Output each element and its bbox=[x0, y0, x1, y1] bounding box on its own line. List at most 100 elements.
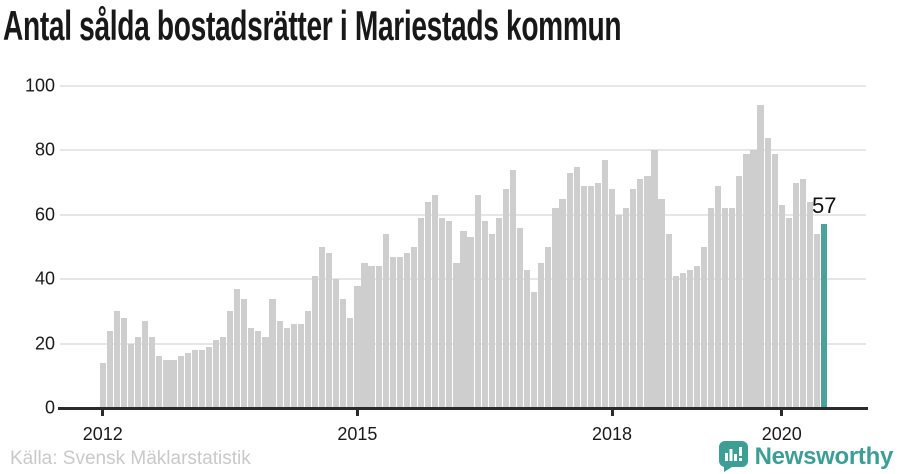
bar bbox=[205, 346, 212, 408]
bar bbox=[177, 356, 184, 408]
source-caption: Källa: Svensk Mäklarstatistik bbox=[10, 448, 251, 469]
bar bbox=[212, 340, 220, 408]
bar bbox=[113, 311, 121, 408]
bar bbox=[509, 169, 517, 408]
bar bbox=[580, 185, 587, 408]
x-axis-label-2020: 2020 bbox=[761, 424, 802, 444]
x-axis-label-2015: 2015 bbox=[337, 424, 378, 444]
x-axis-tick-2015 bbox=[355, 410, 359, 416]
bar bbox=[127, 343, 135, 408]
bar bbox=[587, 185, 594, 408]
bar bbox=[354, 285, 361, 408]
bar bbox=[757, 105, 764, 408]
y-axis-label-40: 40 bbox=[34, 268, 55, 289]
gridline-y60 bbox=[60, 213, 866, 216]
bar bbox=[446, 221, 453, 408]
y-axis-label-60: 60 bbox=[34, 204, 55, 225]
bar bbox=[771, 153, 778, 408]
newsworthy-logo: Newsworthy bbox=[718, 441, 894, 472]
bar bbox=[347, 317, 354, 408]
plot-area bbox=[60, 85, 866, 408]
bar bbox=[736, 176, 743, 408]
bar bbox=[375, 266, 382, 408]
y-axis-label-80: 80 bbox=[34, 139, 55, 160]
bar bbox=[807, 201, 814, 408]
bar bbox=[453, 263, 460, 408]
bar bbox=[630, 189, 637, 408]
bar bbox=[396, 256, 403, 408]
bar bbox=[559, 198, 566, 408]
bar bbox=[552, 208, 559, 408]
bar bbox=[700, 247, 708, 408]
bar bbox=[432, 195, 439, 408]
bar bbox=[241, 298, 248, 408]
bar bbox=[799, 179, 807, 408]
bar bbox=[417, 218, 425, 408]
bar bbox=[814, 234, 821, 408]
bar bbox=[340, 298, 347, 408]
bar bbox=[170, 359, 177, 408]
bar bbox=[149, 337, 156, 408]
bar bbox=[297, 324, 304, 408]
bar bbox=[665, 234, 672, 408]
bar bbox=[311, 275, 319, 408]
bar bbox=[460, 230, 467, 408]
bar bbox=[531, 292, 538, 408]
bar bbox=[403, 253, 411, 408]
bar bbox=[269, 298, 276, 408]
bar bbox=[778, 205, 785, 408]
bar bbox=[686, 269, 693, 408]
x-axis-line bbox=[58, 407, 868, 410]
bar bbox=[488, 234, 495, 408]
newsworthy-logo-text: Newsworthy bbox=[754, 442, 894, 470]
bar bbox=[693, 266, 701, 408]
bar bbox=[283, 327, 290, 408]
bar bbox=[326, 253, 333, 408]
bar bbox=[538, 263, 545, 408]
bar bbox=[120, 317, 128, 408]
bar bbox=[156, 356, 163, 408]
bar bbox=[672, 275, 679, 408]
bar bbox=[566, 172, 573, 408]
bar bbox=[163, 359, 170, 408]
bar bbox=[715, 185, 722, 408]
bar bbox=[658, 198, 665, 408]
bar bbox=[227, 311, 234, 408]
bar bbox=[135, 337, 142, 408]
y-axis-label-20: 20 bbox=[34, 333, 55, 354]
bar bbox=[99, 362, 106, 408]
bar bbox=[290, 324, 297, 408]
y-axis-label-100: 100 bbox=[24, 75, 55, 96]
bar bbox=[608, 189, 616, 408]
bar bbox=[616, 214, 623, 408]
bar bbox=[707, 208, 715, 408]
bar bbox=[234, 288, 241, 408]
bar bbox=[502, 189, 510, 408]
x-axis-label-2012: 2012 bbox=[82, 424, 123, 444]
bar bbox=[679, 272, 686, 408]
bar bbox=[637, 179, 644, 408]
y-axis-label-0: 0 bbox=[44, 397, 55, 418]
bar bbox=[262, 337, 269, 408]
bar bbox=[198, 350, 205, 408]
bar bbox=[474, 195, 481, 408]
bar bbox=[764, 137, 771, 408]
bar bbox=[304, 311, 311, 408]
bar bbox=[410, 247, 418, 408]
bar bbox=[389, 256, 396, 408]
bar bbox=[276, 321, 283, 408]
bar bbox=[623, 208, 630, 408]
x-axis-tick-2018 bbox=[610, 410, 614, 416]
newsworthy-logo-icon bbox=[718, 441, 748, 472]
bar bbox=[219, 337, 227, 408]
bar bbox=[382, 234, 389, 408]
bar bbox=[743, 153, 750, 408]
bar bbox=[545, 247, 552, 408]
bar bbox=[106, 330, 113, 408]
x-axis-tick-2012 bbox=[101, 410, 105, 416]
bar bbox=[333, 279, 340, 408]
bar bbox=[368, 266, 375, 408]
highlight-value-label: 57 bbox=[811, 193, 837, 218]
bar bbox=[142, 321, 149, 408]
bar bbox=[651, 150, 658, 408]
